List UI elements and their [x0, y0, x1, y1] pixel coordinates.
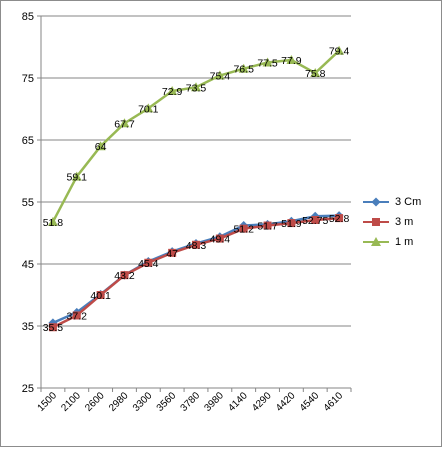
series-2-data-label-4: 70.1 — [138, 103, 159, 115]
y-tick-label-5: 75 — [22, 73, 34, 85]
x-tick-label-1: 2100 — [59, 390, 83, 414]
legend-label-3m: 3 m — [395, 216, 414, 228]
series-2-data-label-11: 75.8 — [305, 68, 326, 80]
series-2-data-label-12: 79.4 — [329, 46, 350, 58]
series-1-data-label-1: 37.2 — [67, 310, 88, 322]
series-2-point-12 — [334, 45, 345, 55]
series-2-point-9 — [262, 57, 273, 67]
series-1-data-label-7: 49.4 — [210, 234, 231, 246]
legend-swatch-1m — [363, 237, 389, 247]
y-tick-label-4: 65 — [22, 135, 34, 147]
series-2-data-label-1: 59.1 — [67, 172, 88, 184]
series-1-data-label-5: 47 — [166, 248, 178, 260]
series-2-point-11 — [310, 68, 321, 78]
x-tick-label-10: 4420 — [274, 390, 298, 414]
legend-item-1m: 1 m — [363, 232, 437, 252]
series-2-point-2 — [95, 141, 106, 151]
legend-label-1m: 1 m — [395, 236, 414, 248]
series-1-point-8 — [239, 224, 248, 233]
series-1-data-label-12: 52.8 — [329, 213, 350, 225]
x-tick-label-9: 4290 — [250, 390, 274, 414]
x-tick-label-3: 2980 — [107, 390, 131, 414]
y-tick-label-6: 85 — [22, 11, 34, 23]
series-2-data-label-9: 77.5 — [257, 58, 278, 70]
series-1-data-label-11: 52.75 — [302, 215, 328, 227]
series-2-data-label-10: 77.9 — [281, 55, 302, 67]
series-2-point-6 — [191, 82, 201, 92]
legend-swatch-3m — [363, 217, 389, 227]
series-2-point-1 — [71, 171, 82, 181]
series-2-point-4 — [143, 103, 154, 113]
y-tick-label-1: 35 — [22, 321, 34, 333]
x-tick-label-11: 4540 — [298, 390, 322, 414]
series-2-data-label-0: 51.8 — [43, 217, 64, 229]
series-2-point-10 — [286, 55, 297, 65]
y-tick-label-0: 25 — [22, 383, 34, 395]
x-tick-label-8: 4140 — [226, 390, 250, 414]
series-2-point-8 — [238, 63, 249, 73]
series-1-point-7 — [215, 234, 224, 243]
series-1-point-6 — [192, 240, 200, 249]
series-1-point-0 — [48, 323, 57, 332]
series-line-1 — [52, 216, 340, 329]
series-2-data-label-5: 72.9 — [162, 86, 183, 98]
series-2-point-5 — [167, 86, 178, 96]
series-2-point-3 — [119, 118, 130, 128]
y-tick-label-3: 55 — [22, 197, 34, 209]
series-1-data-label-9: 51.7 — [257, 221, 278, 233]
series-1-data-label-8: 51.2 — [233, 224, 254, 236]
series-line-2 — [51, 49, 340, 223]
x-tick-label-4: 3300 — [131, 390, 155, 414]
x-tick-label-2: 2600 — [83, 390, 107, 414]
series-1-point-3 — [120, 271, 129, 280]
series-2-data-label-6: 73.5 — [186, 82, 207, 94]
legend-item-3m: 3 m — [363, 212, 437, 232]
legend-label-3cm: 3 Cm — [395, 196, 422, 208]
series-1-point-5 — [168, 248, 177, 257]
series-1-point-1 — [72, 311, 81, 320]
y-tick-label-2: 45 — [22, 259, 34, 271]
x-tick-label-5: 3560 — [155, 390, 179, 414]
series-2-data-label-2: 64 — [95, 141, 107, 153]
series-1-point-10 — [287, 219, 296, 228]
x-tick-label-0: 1500 — [36, 390, 60, 414]
legend-swatch-3cm — [363, 197, 389, 207]
legend: 3 Cm 3 m 1 m — [363, 192, 437, 256]
series-2-data-label-7: 75.4 — [210, 71, 231, 83]
series-1-point-2 — [96, 291, 105, 299]
series-1-data-label-4: 45.4 — [138, 258, 159, 270]
series-1-point-4 — [144, 258, 153, 267]
series-1-data-label-3: 43.2 — [114, 270, 135, 282]
series-1-data-label-0: 35.5 — [43, 322, 64, 334]
series-1-data-label-10: 51.9 — [281, 218, 302, 230]
x-tick-label-12: 4610 — [322, 390, 346, 414]
series-1-data-label-2: 40.1 — [90, 290, 111, 302]
legend-item-3cm: 3 Cm — [363, 192, 437, 212]
series-2-data-label-8: 76.5 — [233, 64, 254, 76]
series-1-point-9 — [263, 221, 272, 230]
series-1-point-12 — [335, 214, 344, 223]
series-line-0 — [52, 214, 340, 325]
series-2-point-0 — [47, 216, 58, 226]
series-2-point-7 — [214, 70, 225, 80]
series-1-data-label-6: 48.3 — [186, 240, 207, 252]
series-1-point-11 — [311, 215, 320, 224]
x-tick-label-7: 3980 — [202, 390, 226, 414]
x-tick-label-6: 3780 — [179, 390, 203, 414]
series-2-data-label-3: 67.7 — [114, 118, 135, 130]
